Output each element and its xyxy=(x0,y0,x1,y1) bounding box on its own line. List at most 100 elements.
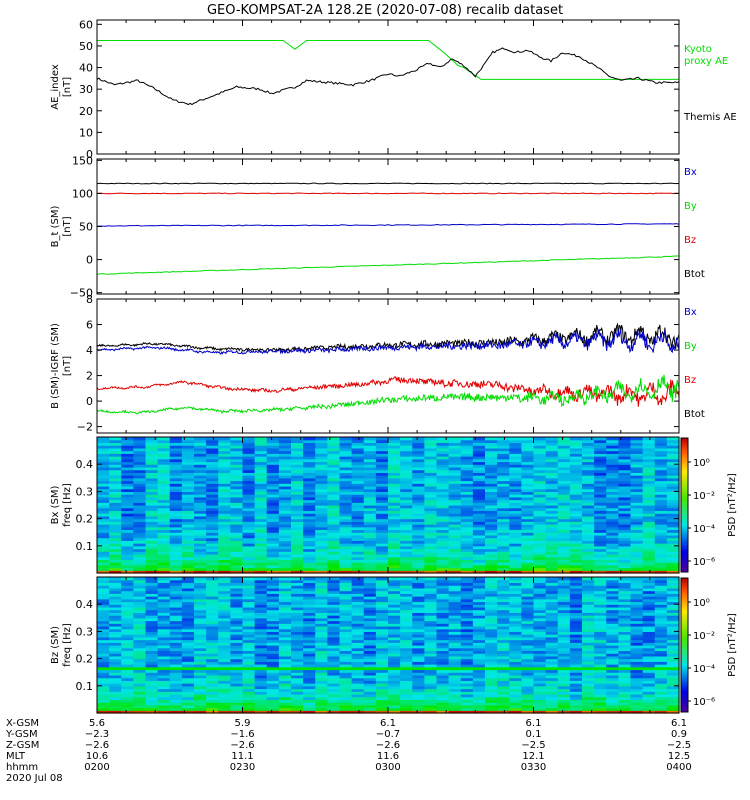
spectrogram-cell xyxy=(412,634,425,638)
spectrogram-cell xyxy=(133,477,147,482)
spectrogram-cell xyxy=(291,456,304,460)
spectrogram-cell xyxy=(133,551,147,555)
spectrogram-cell xyxy=(363,661,377,665)
spectrogram-cell xyxy=(582,685,595,690)
spectrogram-cell xyxy=(157,477,171,482)
spectrogram-cell xyxy=(388,609,401,613)
spectrogram-cell xyxy=(642,567,656,571)
spectrogram-cell xyxy=(582,524,595,528)
spectrogram-cell xyxy=(97,645,110,649)
spectrogram-cell xyxy=(533,447,547,452)
spectrogram-cell xyxy=(412,658,425,662)
spectrogram-cell xyxy=(557,680,571,684)
spectrogram-cell xyxy=(303,485,316,490)
spectrogram-cell xyxy=(169,526,183,531)
spectrogram-cell xyxy=(412,477,425,482)
legend-label: Bz xyxy=(684,375,696,386)
spectrogram-cell xyxy=(545,593,559,597)
spectrogram-cell xyxy=(460,704,474,709)
spectrogram-cell xyxy=(351,620,365,624)
spectrogram-cell xyxy=(109,453,122,457)
spectrogram-cell xyxy=(242,447,256,452)
spectrogram-cell xyxy=(133,491,147,495)
spectrogram-cell xyxy=(666,570,680,574)
spectrogram-cell xyxy=(642,609,656,613)
spectrogram-cell xyxy=(521,623,535,627)
spectrogram-cell xyxy=(351,491,365,495)
spectrogram-cell xyxy=(363,475,377,479)
spectrogram-cell xyxy=(230,513,244,517)
spectrogram-cell xyxy=(145,587,159,592)
spectrogram-cell xyxy=(315,615,328,619)
spectrogram-cell xyxy=(230,696,244,700)
spectrogram-cell xyxy=(169,604,183,608)
spectrogram-cell xyxy=(400,564,413,569)
spectrogram-cell xyxy=(121,543,134,547)
spectrogram-cell xyxy=(327,548,341,552)
spectrogram-cell xyxy=(278,483,292,487)
spectrogram-cell xyxy=(606,666,619,671)
spectrogram-cell xyxy=(448,593,462,597)
spectrogram-cell xyxy=(157,524,171,528)
spectrogram-cell xyxy=(278,688,292,692)
spectrogram-cell xyxy=(121,545,134,550)
spectrogram-cell xyxy=(278,458,292,463)
spectrogram-cell xyxy=(157,590,171,594)
spectrogram-cell xyxy=(303,639,316,643)
spectrogram-cell xyxy=(460,507,474,512)
spectrogram-cell xyxy=(266,534,280,539)
spectrogram-cell xyxy=(448,617,462,622)
spectrogram-cell xyxy=(424,653,438,657)
spectrogram-cell xyxy=(121,707,134,711)
spectrogram-cell xyxy=(424,496,438,501)
spectrogram-cell xyxy=(606,477,619,482)
spectrogram-cell xyxy=(218,543,231,547)
spectrogram-cell xyxy=(351,658,365,662)
spectrogram-cell xyxy=(642,628,656,632)
spectrogram-cell xyxy=(412,518,425,522)
spectrogram-cell xyxy=(388,461,401,465)
spectrogram-cell xyxy=(533,704,547,709)
spectrogram-cell xyxy=(109,685,122,690)
spectrogram-cell xyxy=(133,456,147,460)
spectrogram-cell xyxy=(133,582,147,586)
spectrogram-cell xyxy=(181,510,195,514)
spectrogram-cell xyxy=(181,453,195,457)
spectrogram-cell xyxy=(545,445,559,449)
spectrogram-cell xyxy=(460,518,474,522)
spectrogram-cell xyxy=(400,480,413,484)
spectrogram-cell xyxy=(109,642,122,646)
spectrogram-cell xyxy=(206,666,219,671)
spectrogram-cell xyxy=(533,567,547,571)
spectrogram-cell xyxy=(315,521,328,525)
spectrogram-cell xyxy=(388,590,401,594)
spectrogram-cell xyxy=(606,553,619,558)
spectrogram-cell xyxy=(400,702,413,706)
spectrogram-cell xyxy=(400,639,413,643)
spectrogram-cell xyxy=(339,693,353,698)
spectrogram-cell xyxy=(145,513,159,517)
spectrogram-cell xyxy=(206,472,219,476)
spectrogram-cell xyxy=(545,710,559,714)
spectrogram-cell xyxy=(594,562,607,566)
spectrogram-cell xyxy=(266,485,280,490)
spectrogram-cell xyxy=(315,620,328,624)
spectrogram-cell xyxy=(351,642,365,646)
spectrogram-cell xyxy=(242,617,256,622)
spectrogram-cell xyxy=(642,499,656,503)
spectrogram-cell xyxy=(594,548,607,552)
spectrogram-cell xyxy=(618,598,632,603)
spectrogram-cell xyxy=(206,513,219,517)
spectrogram-cell xyxy=(242,593,256,597)
spectrogram-cell xyxy=(242,604,256,608)
spectrogram-cell xyxy=(545,491,559,495)
spectrogram-cell xyxy=(230,604,244,608)
spectrogram-cell xyxy=(630,680,644,684)
spectrogram-cell xyxy=(157,540,171,544)
spectrogram-cell xyxy=(424,582,438,586)
spectrogram-cell xyxy=(606,628,619,632)
spectrogram-cell xyxy=(630,685,644,690)
spectrogram-cell xyxy=(521,464,535,468)
spectrogram-cell xyxy=(545,461,559,465)
spectrogram-cell xyxy=(557,537,571,541)
